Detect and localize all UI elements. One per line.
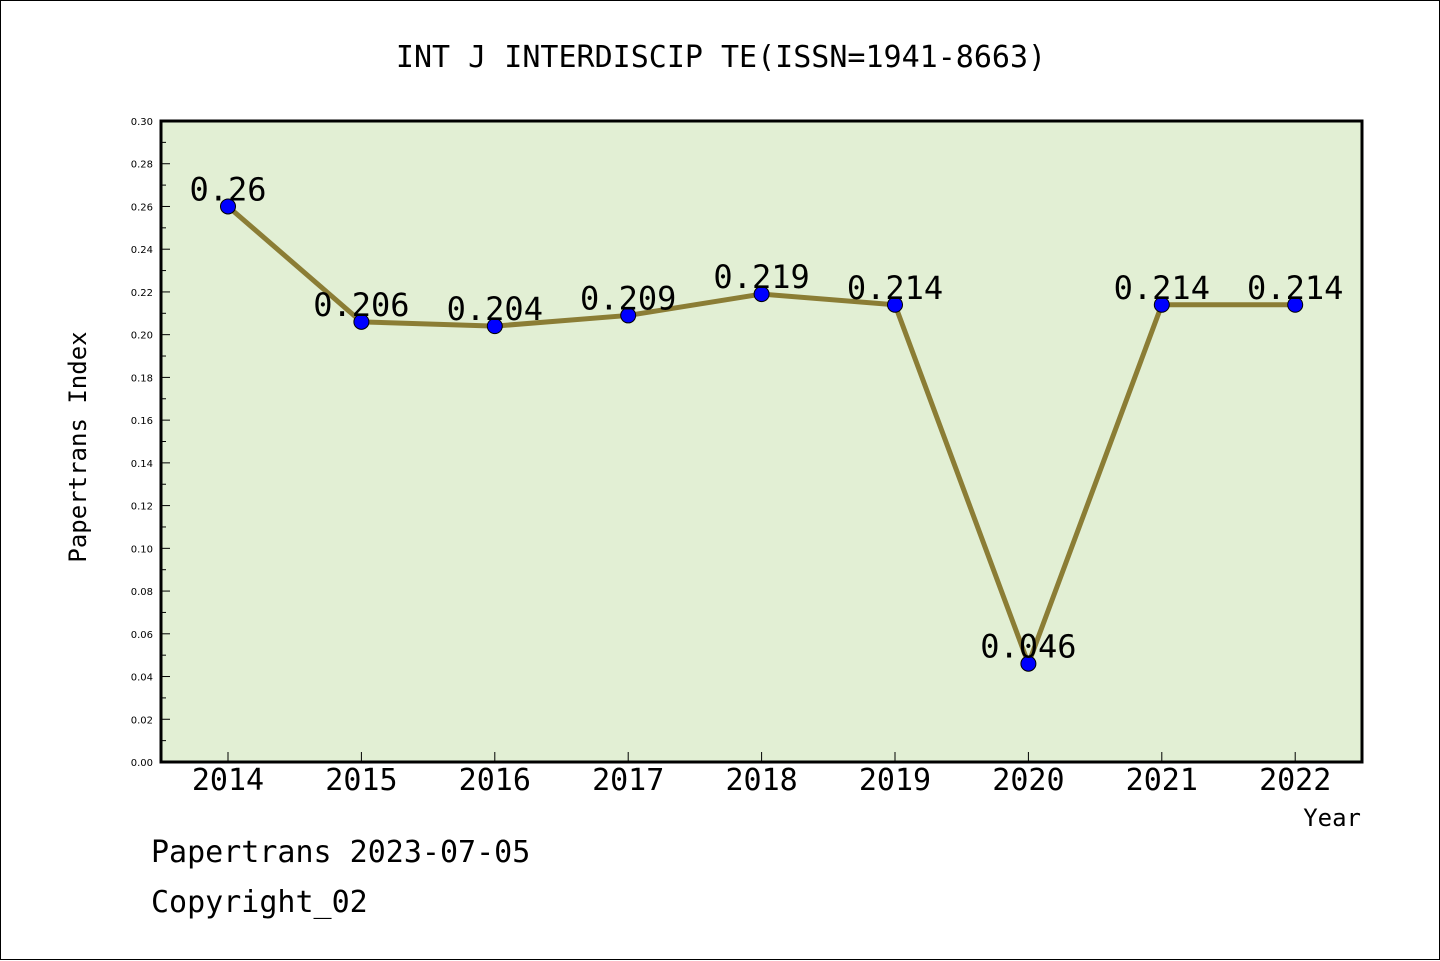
- x-tick-label: 2019: [859, 763, 931, 798]
- data-label: 0.209: [580, 279, 676, 317]
- data-point: [220, 198, 236, 215]
- y-tick-label: 0.18: [131, 373, 153, 384]
- y-axis-label: Papertrans Index: [64, 331, 92, 562]
- data-point: [353, 313, 370, 330]
- y-tick-label: 0.20: [131, 331, 153, 342]
- footer-date: Papertrans 2023-07-05: [151, 835, 531, 870]
- y-tick-label: 0.08: [131, 587, 153, 598]
- data-labels-group: 0.26 0.206 0.204 0.209 0.219 0.214 0.046 0.214 0…: [189, 170, 1343, 665]
- x-tick-label: 2018: [725, 763, 797, 798]
- data-label: 0.204: [447, 290, 543, 328]
- y-tick-label: 0.02: [131, 715, 153, 726]
- data-label: 0.214: [1114, 269, 1210, 307]
- data-label: 0.206: [313, 286, 409, 324]
- y-tick-label: 0.24: [131, 245, 153, 256]
- y-tick-label: 0.06: [131, 630, 153, 641]
- y-tick-label: 0.30: [131, 117, 153, 128]
- x-tick-label: 2021: [1126, 763, 1198, 798]
- x-tick-label: 2015: [325, 763, 397, 798]
- y-tick-label: 0.22: [131, 288, 153, 299]
- y-tick-label: 0.10: [131, 544, 153, 555]
- data-label: 0.26: [189, 170, 266, 208]
- x-tick-label: 2014: [192, 763, 264, 798]
- data-label: 0.214: [1247, 269, 1343, 307]
- data-point: [486, 318, 503, 335]
- x-tick-label: 2020: [992, 763, 1064, 798]
- data-point: [620, 307, 637, 324]
- y-tick-label: 0.28: [131, 160, 153, 171]
- x-tick-label: 2016: [459, 763, 531, 798]
- data-point: [1153, 296, 1170, 313]
- y-tick-label: 0.14: [131, 459, 153, 470]
- x-tick-label: 2022: [1259, 763, 1331, 798]
- x-tick-label: 2017: [592, 763, 664, 798]
- data-point: [753, 286, 770, 303]
- y-tick-label: 0.12: [131, 502, 153, 513]
- data-point: [887, 296, 903, 313]
- y-axis: 0.00 0.02 0.04 0.06 0.08 0.10 0.12 0.14 0.16 0.18…: [131, 117, 170, 769]
- y-tick-label: 0.16: [131, 416, 153, 427]
- chart-title: INT J INTERDISCIP TE(ISSN=1941-8663): [396, 40, 1046, 75]
- data-point: [1287, 296, 1304, 313]
- y-tick-label: 0.26: [131, 202, 153, 213]
- x-axis-label: Year: [1303, 804, 1361, 832]
- series-points-group: [220, 198, 1304, 672]
- data-point: [1020, 655, 1037, 672]
- data-label: 0.214: [847, 269, 943, 307]
- footer-copyright: Copyright_02: [151, 885, 368, 920]
- data-label: 0.219: [713, 258, 809, 296]
- y-tick-label: 0.00: [131, 758, 153, 769]
- y-tick-label: 0.04: [131, 673, 153, 684]
- data-label: 0.046: [980, 628, 1076, 666]
- x-axis: 2014 2015 2016 2017 2018 2019 2020 2021 2022: [192, 752, 1331, 798]
- plot-area: [159, 119, 1364, 764]
